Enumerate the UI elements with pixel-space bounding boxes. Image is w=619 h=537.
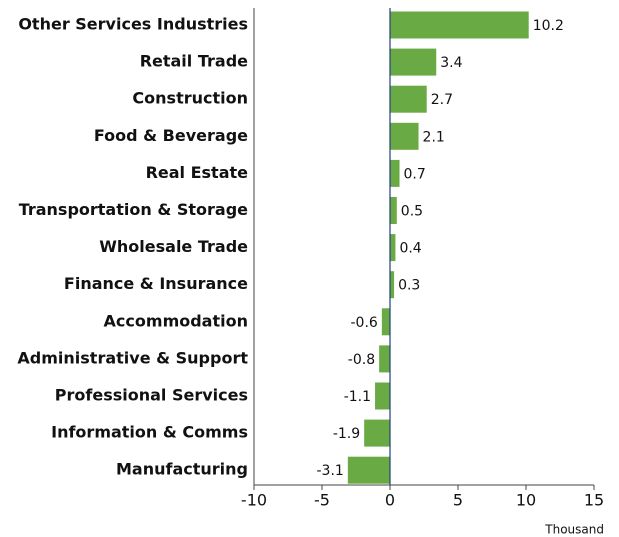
- y-tick-label: Construction: [132, 89, 248, 108]
- value-label: -1.1: [344, 389, 371, 405]
- bar: [375, 382, 390, 410]
- y-tick-label: Professional Services: [55, 386, 248, 405]
- y-tick-label: Other Services Industries: [18, 15, 248, 34]
- y-tick-label: Retail Trade: [140, 52, 248, 71]
- bar: [347, 456, 390, 484]
- value-label: -0.6: [351, 315, 378, 331]
- bar: [390, 234, 396, 262]
- y-tick-label: Real Estate: [146, 163, 249, 182]
- x-tick-label: 0: [385, 491, 395, 510]
- y-tick-label: Information & Comms: [51, 423, 248, 442]
- bar: [390, 122, 419, 150]
- y-tick-label: Administrative & Support: [17, 348, 248, 367]
- bar: [390, 48, 437, 76]
- value-label: 3.4: [440, 55, 462, 71]
- y-tick-label: Transportation & Storage: [19, 200, 248, 219]
- bar: [390, 159, 400, 187]
- value-label: 2.1: [423, 129, 445, 145]
- x-tick-label: 10: [516, 491, 536, 510]
- x-axis-label: Thousand: [544, 523, 604, 537]
- y-tick-label: Wholesale Trade: [99, 237, 248, 256]
- value-label: 0.5: [401, 204, 423, 220]
- x-tick-label: 5: [453, 491, 463, 510]
- bar: [381, 308, 390, 336]
- value-label: 0.7: [404, 166, 426, 182]
- bar: [364, 419, 390, 447]
- value-label: -3.1: [317, 463, 344, 479]
- bar: [390, 197, 397, 224]
- x-tick-label: -10: [241, 491, 267, 510]
- value-label: 0.4: [399, 241, 421, 257]
- y-tick-label: Food & Beverage: [94, 126, 248, 145]
- value-label: 0.3: [398, 278, 420, 294]
- bar: [390, 271, 395, 299]
- x-tick-label: -5: [314, 491, 330, 510]
- y-tick-label: Finance & Insurance: [64, 274, 248, 293]
- bar: [390, 85, 427, 113]
- bar: [390, 11, 529, 39]
- value-label: 10.2: [533, 18, 564, 34]
- y-tick-label: Manufacturing: [116, 460, 248, 479]
- y-tick-label: Accommodation: [104, 311, 248, 330]
- value-label: 2.7: [431, 92, 453, 108]
- x-tick-label: 15: [584, 491, 604, 510]
- bar: [379, 345, 390, 373]
- value-label: -1.9: [333, 426, 360, 442]
- value-label: -0.8: [348, 352, 375, 368]
